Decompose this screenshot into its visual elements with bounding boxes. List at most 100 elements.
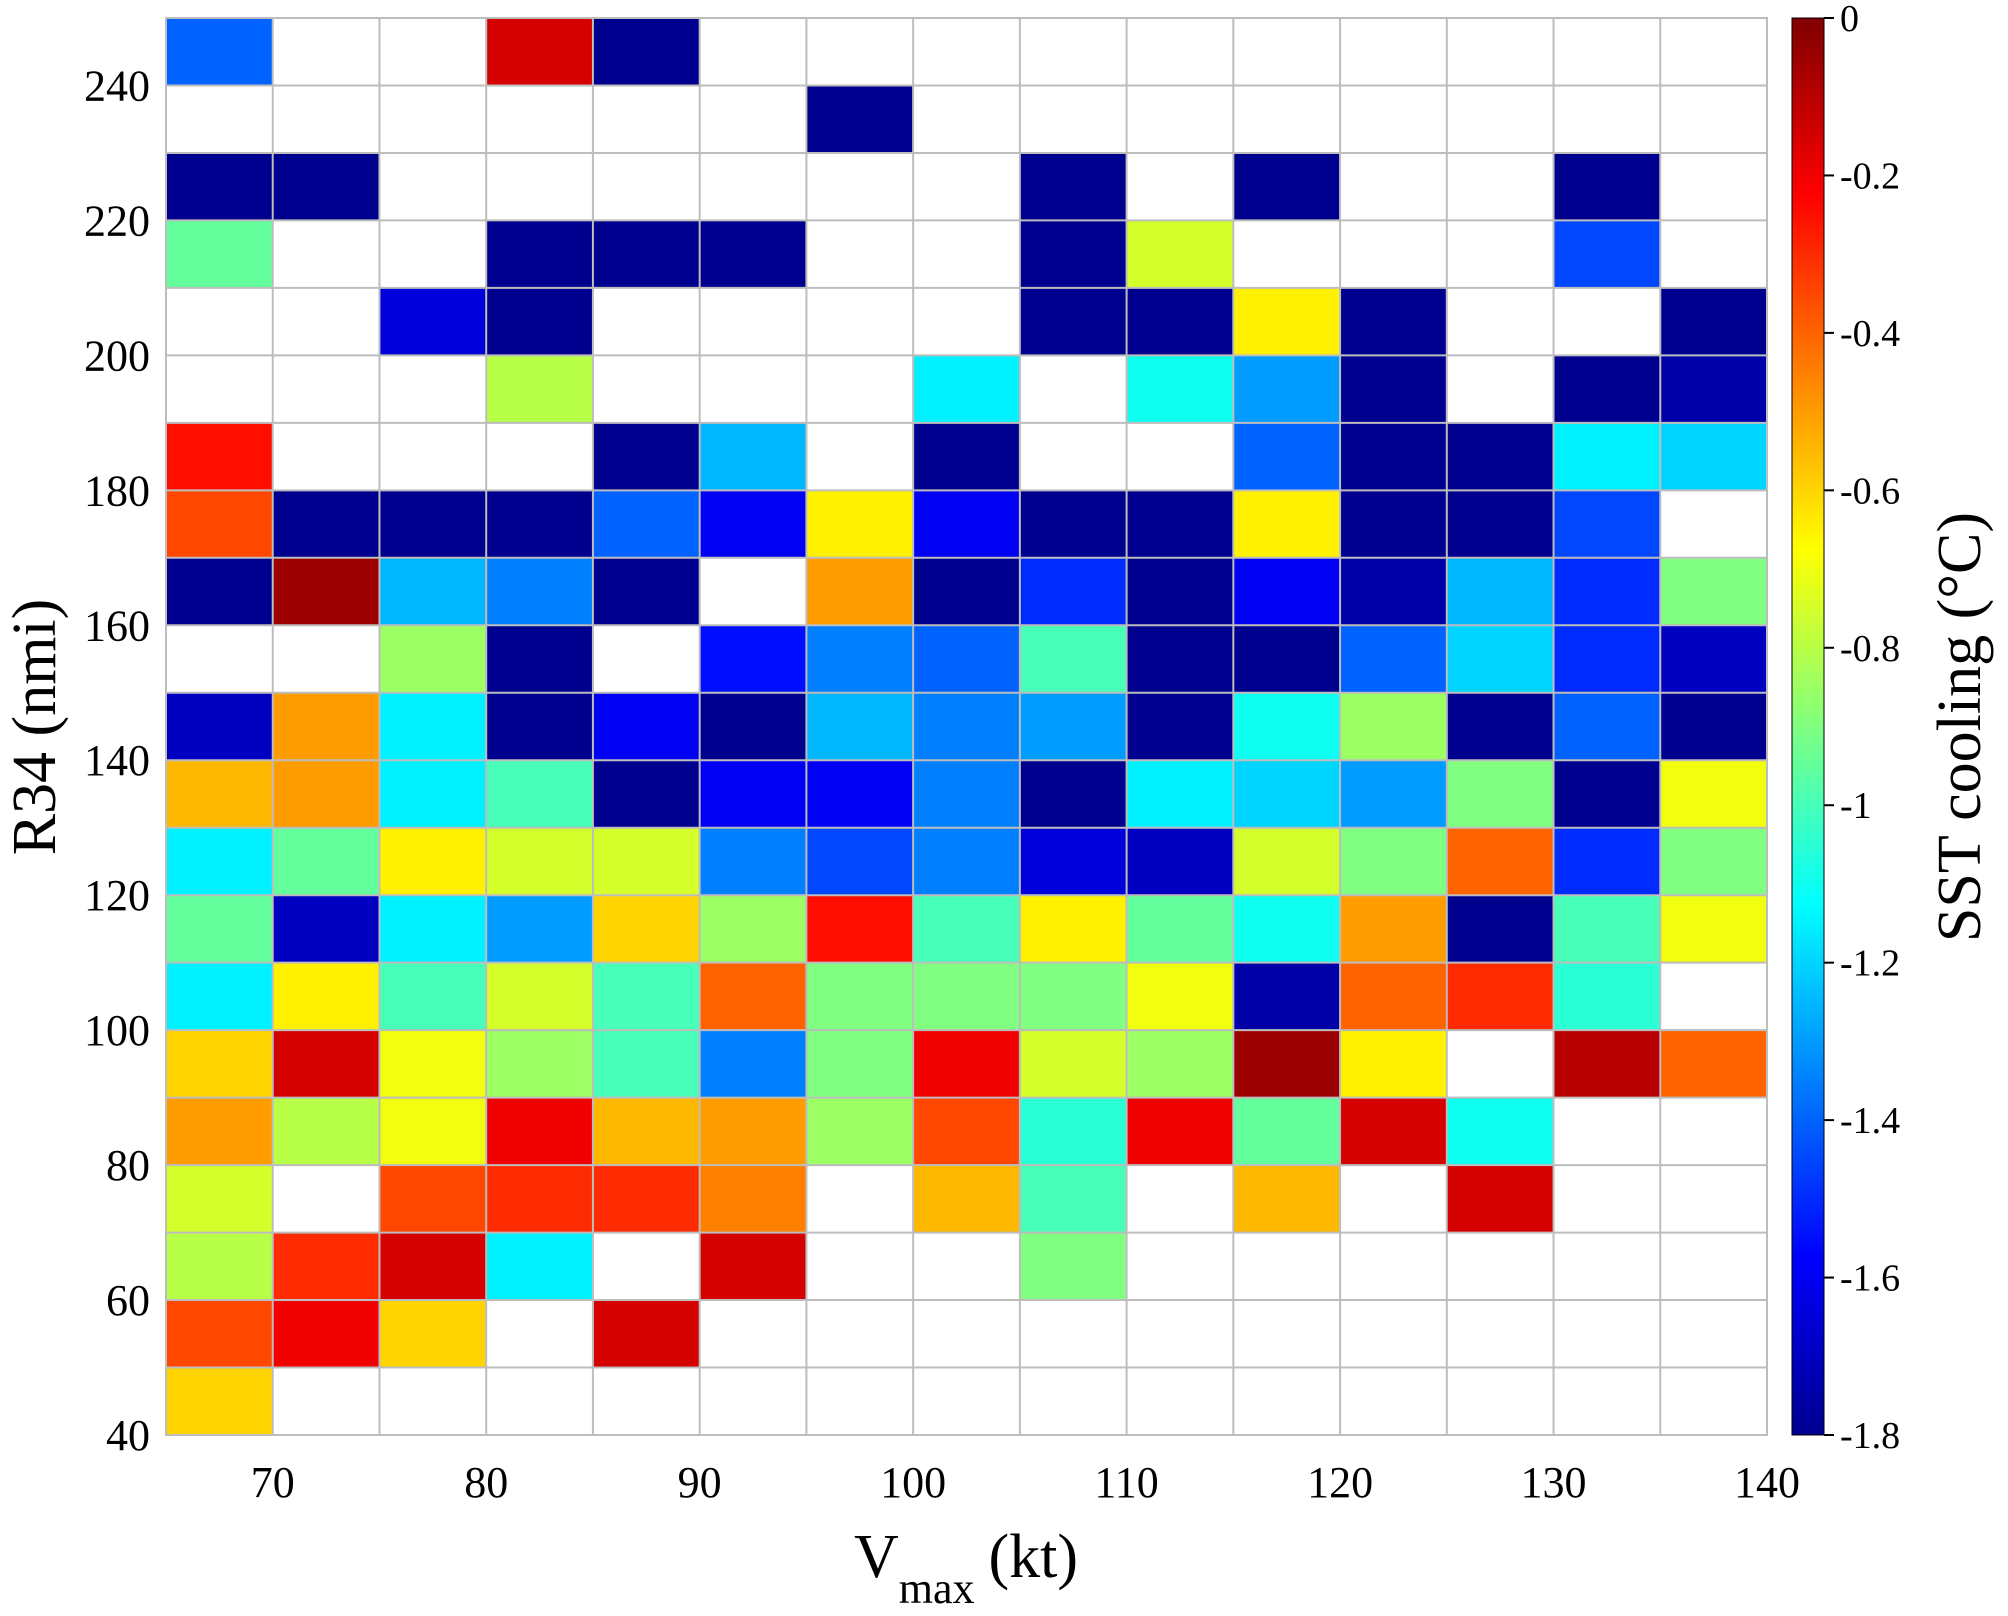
heatmap-cell	[166, 490, 273, 558]
colorbar-tick-label: -1.8	[1840, 1415, 1900, 1457]
heatmap-cell	[699, 1030, 807, 1098]
heatmap-cell	[592, 760, 700, 828]
heatmap-cell	[1340, 355, 1447, 423]
heatmap-cell	[1660, 1030, 1767, 1098]
heatmap-cell	[486, 1097, 593, 1166]
heatmap-cell	[486, 895, 593, 963]
heatmap-cell	[1019, 692, 1127, 761]
heatmap-cell	[1340, 827, 1447, 896]
heatmap-cell	[166, 1165, 273, 1233]
heatmap-cell	[166, 895, 273, 963]
heatmap-cell	[1446, 557, 1554, 626]
heatmap-cell	[1340, 625, 1447, 693]
heatmap-cell	[1233, 625, 1341, 693]
heatmap-cell	[592, 18, 700, 86]
heatmap-cell	[272, 1300, 380, 1368]
heatmap-cell	[592, 1097, 700, 1166]
heatmap-cell	[1019, 760, 1127, 828]
colorbar-tick-label: -1	[1840, 785, 1872, 827]
heatmap-cell	[1126, 895, 1234, 963]
heatmap-cell	[913, 895, 1020, 963]
y-axis-ticks: 40 60 80 100 120 140 160 180 200 220 240	[84, 61, 150, 1460]
heatmap-cell	[1553, 962, 1661, 1031]
heatmap-cell	[592, 962, 700, 1031]
heatmap-cell	[1340, 692, 1447, 761]
heatmap-cell	[1126, 1097, 1234, 1166]
heatmap-cell	[1233, 355, 1341, 423]
heatmap-cell	[1553, 760, 1661, 828]
heatmap-cell	[486, 1232, 593, 1301]
heatmap-cell	[272, 1030, 380, 1098]
y-tick-label: 180	[84, 466, 150, 515]
heatmap-cell	[699, 490, 807, 558]
x-axis-title-unit: (kt)	[989, 1523, 1079, 1591]
heatmap-cell	[806, 760, 914, 828]
heatmap-cell	[1126, 355, 1234, 423]
heatmap-cell	[806, 85, 914, 153]
heatmap-cell	[486, 220, 593, 288]
heatmap-cell	[1340, 557, 1447, 626]
heatmap-cell	[166, 1300, 273, 1368]
heatmap-cell	[1553, 152, 1661, 221]
heatmap-cell	[272, 760, 380, 828]
heatmap-cell	[1553, 692, 1661, 761]
heatmap-cell	[379, 625, 487, 693]
heatmap-cell	[1660, 557, 1767, 626]
x-axis-title: Vmax (kt)	[854, 1523, 1078, 1613]
heatmap-cell	[592, 1300, 700, 1368]
heatmap-cell	[379, 287, 487, 356]
heatmap-cell	[592, 827, 700, 896]
heatmap-cell	[272, 1232, 380, 1301]
heatmap-cell	[379, 827, 487, 896]
heatmap-cell	[1553, 895, 1661, 963]
heatmap-cell	[806, 692, 914, 761]
heatmap-cell	[1126, 760, 1234, 828]
x-axis-ticks: 70 80 90 100 110 120 130 140	[251, 1458, 1800, 1507]
heatmap-cell	[486, 962, 593, 1031]
heatmap-cell	[379, 1300, 487, 1368]
x-tick-label: 110	[1094, 1458, 1158, 1507]
heatmap-cell	[1126, 490, 1234, 558]
heatmap-cell	[166, 760, 273, 828]
heatmap-cell	[1660, 895, 1767, 963]
heatmap-cell	[592, 895, 700, 963]
heatmap-cell	[592, 1165, 700, 1233]
heatmap-cell	[1019, 557, 1127, 626]
heatmap-cell	[913, 355, 1020, 423]
heatmap-cell	[913, 827, 1020, 896]
heatmap-cell	[166, 1232, 273, 1301]
heatmap-cell	[1233, 490, 1341, 558]
heatmap-cell	[166, 18, 273, 86]
colorbar-tick-label: 0	[1840, 0, 1859, 40]
heatmap-cell	[1446, 827, 1554, 896]
y-tick-label: 100	[84, 1006, 150, 1055]
heatmap-cell	[486, 287, 593, 356]
heatmap-cell	[1340, 895, 1447, 963]
heatmap-cell	[1660, 625, 1767, 693]
x-tick-label: 100	[880, 1458, 946, 1507]
heatmap-cell	[806, 557, 914, 626]
heatmap-cell	[1126, 625, 1234, 693]
heatmap-cell	[1019, 152, 1127, 221]
colorbar-tick-label: -1.6	[1840, 1258, 1900, 1300]
y-tick-label: 200	[84, 331, 150, 380]
heatmap-cell	[379, 1232, 487, 1301]
heatmap-cell	[272, 962, 380, 1031]
heatmap-cell	[1553, 557, 1661, 626]
heatmap-cell	[486, 1030, 593, 1098]
heatmap-cell	[699, 1165, 807, 1233]
x-tick-label: 130	[1521, 1458, 1587, 1507]
heatmap-cell	[1660, 760, 1767, 828]
heatmap-cell	[1340, 962, 1447, 1031]
heatmap-cell	[806, 827, 914, 896]
y-tick-label: 60	[106, 1276, 150, 1325]
heatmap-cell	[166, 220, 273, 288]
heatmap-cell	[486, 625, 593, 693]
heatmap-cell	[1126, 287, 1234, 356]
y-axis-title: R34 (nmi)	[1, 599, 69, 856]
heatmap-cell	[913, 422, 1020, 491]
heatmap-cell	[913, 490, 1020, 558]
heatmap-cells	[166, 18, 1767, 1435]
heatmap-cell	[1340, 287, 1447, 356]
